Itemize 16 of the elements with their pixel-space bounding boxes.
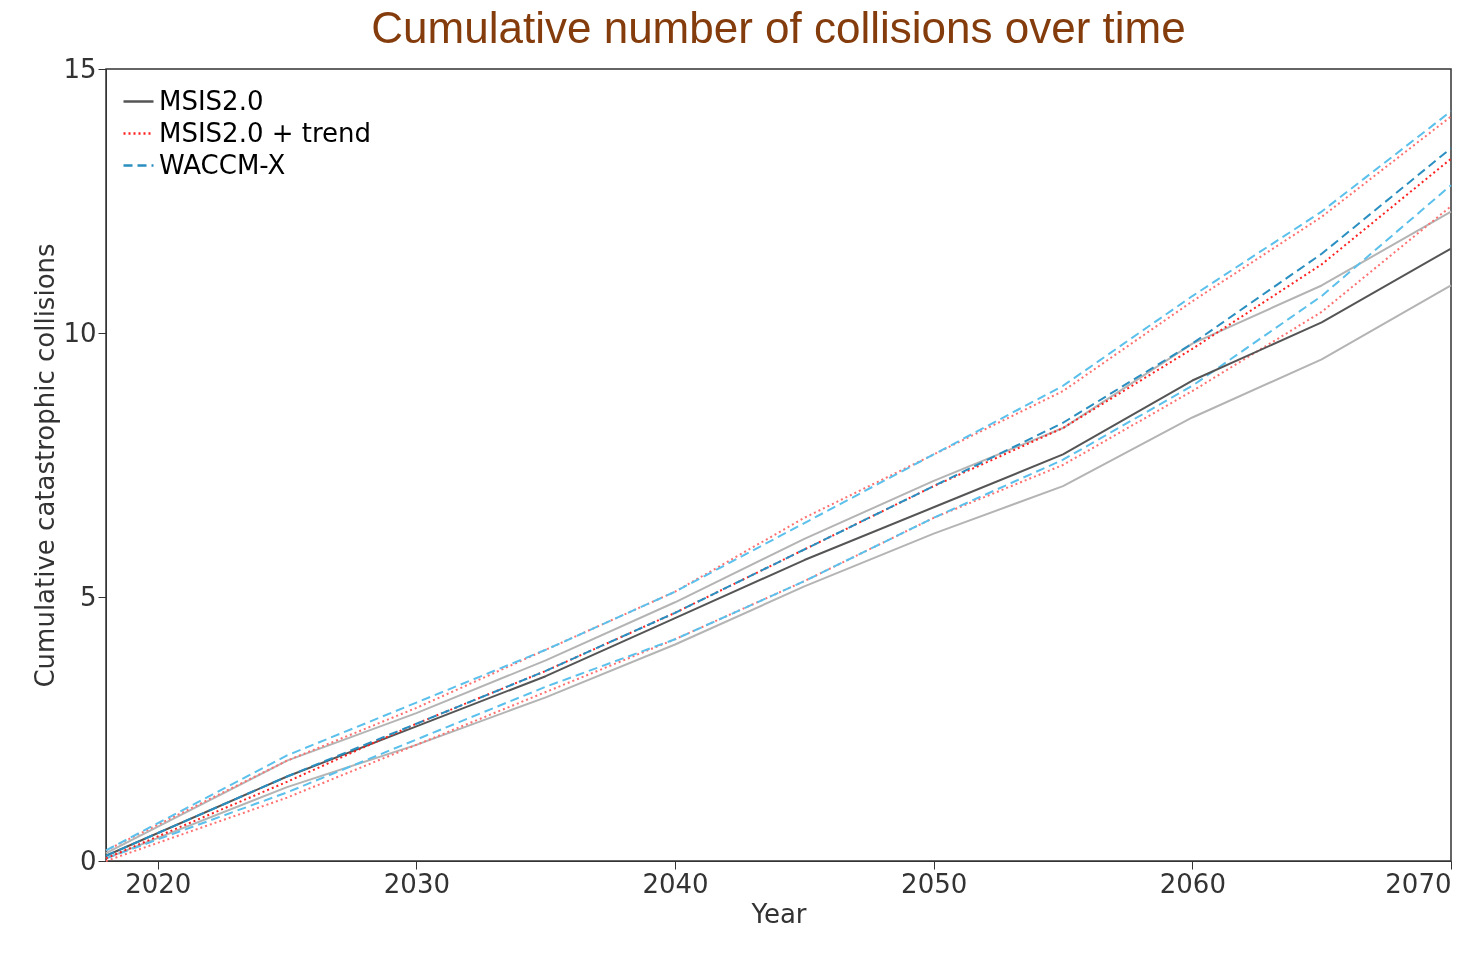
x-tick-label: 2070 bbox=[1385, 868, 1452, 899]
x-tick-label: 2020 bbox=[125, 868, 192, 899]
x-tick-label: 2050 bbox=[901, 868, 968, 899]
y-tick-label: 0 bbox=[79, 845, 97, 876]
x-tick-label: 2040 bbox=[642, 868, 709, 899]
y-tick-label: 5 bbox=[79, 581, 97, 612]
chart-title: Cumulative number of collisions over time bbox=[371, 3, 1186, 52]
y-tick-label: 15 bbox=[63, 53, 97, 84]
x-axis-title: Year bbox=[750, 898, 807, 929]
y-axis-title: Cumulative catastrophic collisions bbox=[30, 243, 61, 688]
legend-label: MSIS2.0 bbox=[159, 85, 264, 116]
x-tick-label: 2060 bbox=[1159, 868, 1226, 899]
legend-label: MSIS2.0 + trend bbox=[159, 117, 372, 148]
legend-label: WACCM-X bbox=[159, 149, 286, 180]
y-tick-label: 10 bbox=[63, 317, 97, 348]
x-tick-label: 2030 bbox=[383, 868, 450, 899]
